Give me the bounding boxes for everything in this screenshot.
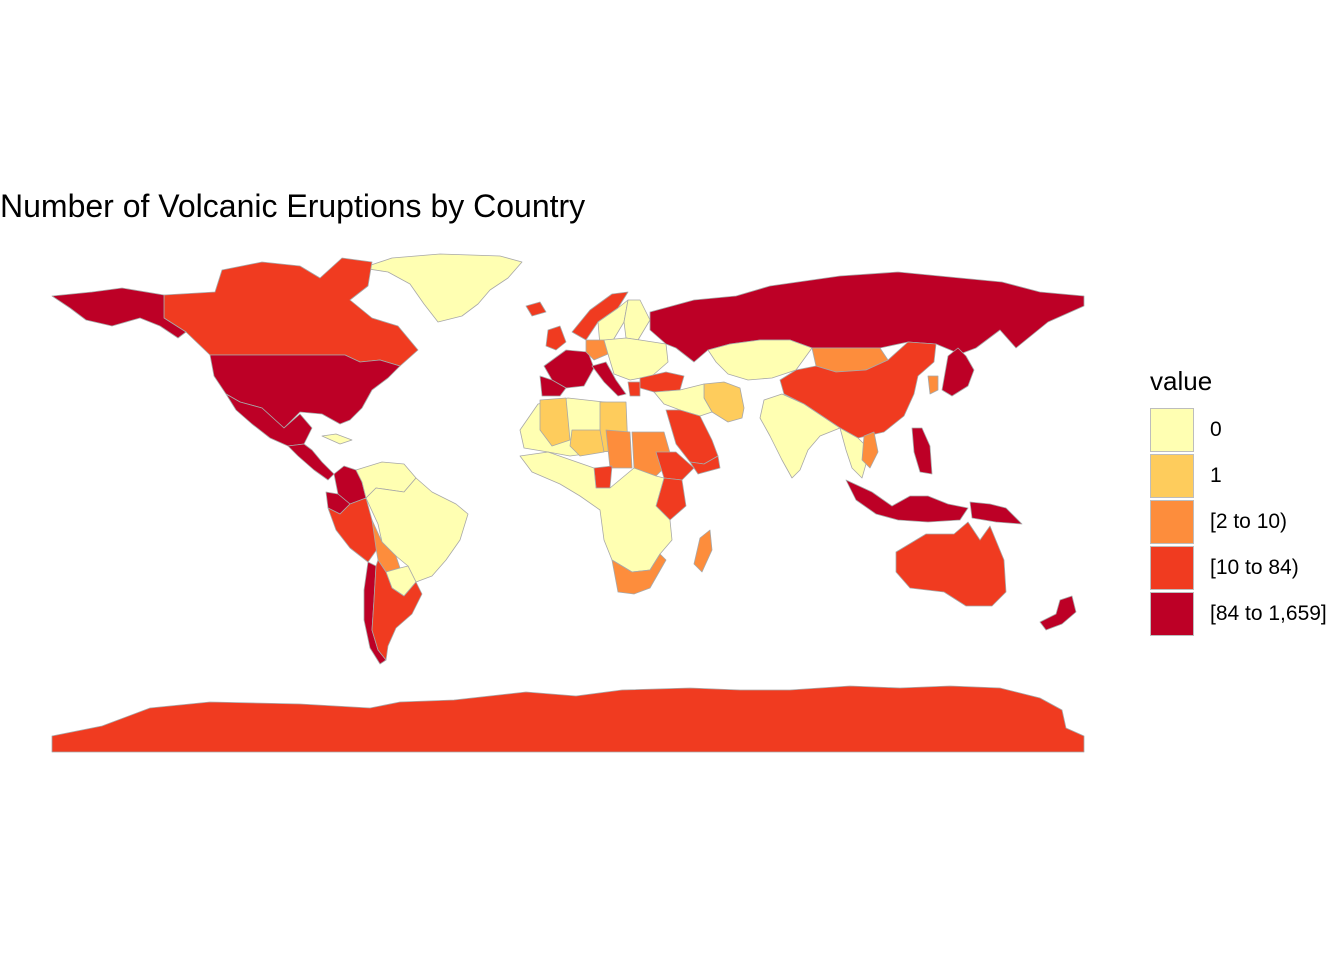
region-india — [759, 393, 841, 479]
region-ethiopia — [655, 451, 695, 481]
legend: value 0 1 [2 to 10) [10 to 84) [84 to 1,… — [1150, 366, 1327, 637]
region-algeria — [539, 397, 571, 447]
legend-swatch — [1150, 500, 1194, 544]
legend-item: [10 to 84) — [1150, 545, 1327, 591]
region-argentina — [371, 559, 423, 661]
legend-label: [84 to 1,659] — [1210, 602, 1327, 625]
legend-item: 1 — [1150, 453, 1327, 499]
region-russia — [649, 271, 1085, 363]
legend-swatch — [1150, 546, 1194, 590]
legend-label: [10 to 84) — [1210, 556, 1299, 579]
region-italy — [591, 361, 627, 397]
region-papua-new-guinea — [969, 501, 1023, 525]
region-australia — [895, 521, 1007, 607]
region-germany — [585, 339, 609, 361]
region-norway — [571, 291, 629, 341]
legend-title: value — [1150, 366, 1213, 396]
region-philippines — [911, 427, 933, 475]
region-antarctica — [51, 685, 1085, 753]
region-chad — [605, 429, 633, 469]
region-finland — [623, 299, 651, 341]
region-united-states — [209, 354, 401, 429]
legend-swatch — [1150, 454, 1194, 498]
region-indonesia — [845, 479, 969, 523]
region-greece — [627, 381, 641, 397]
region-korea — [927, 375, 939, 395]
region-south-africa — [611, 553, 667, 595]
legend-label: 1 — [1210, 464, 1222, 487]
region-eastern-europe — [603, 337, 669, 381]
region-central-america — [287, 443, 335, 481]
region-southeast-asia — [839, 427, 871, 479]
region-cuba — [321, 433, 353, 445]
region-madagascar — [693, 529, 713, 573]
region-niger — [569, 429, 605, 457]
map-title: Number of Volcanic Eruptions by Country — [0, 188, 586, 224]
legend-label: [2 to 10) — [1210, 510, 1288, 533]
legend-item: [84 to 1,659] — [1150, 591, 1327, 637]
region-vietnam — [861, 431, 879, 469]
region-yemen — [689, 455, 721, 475]
region-japan — [941, 347, 975, 397]
region-cameroon — [593, 465, 613, 489]
region-greenland — [361, 253, 523, 323]
region-new-zealand — [1039, 595, 1077, 631]
legend-swatch — [1150, 408, 1194, 452]
region-united-kingdom — [545, 325, 567, 351]
region-mexico — [225, 393, 313, 447]
region-spain — [539, 375, 567, 397]
legend-item: 0 — [1150, 407, 1327, 453]
legend-item: [2 to 10) — [1150, 499, 1327, 545]
legend-swatch — [1150, 592, 1194, 636]
region-alaska — [51, 287, 187, 339]
region-iran — [703, 381, 745, 423]
legend-label: 0 — [1210, 418, 1222, 441]
region-canada — [163, 257, 419, 367]
region-iceland — [525, 301, 547, 317]
region-middle-east — [653, 383, 713, 417]
